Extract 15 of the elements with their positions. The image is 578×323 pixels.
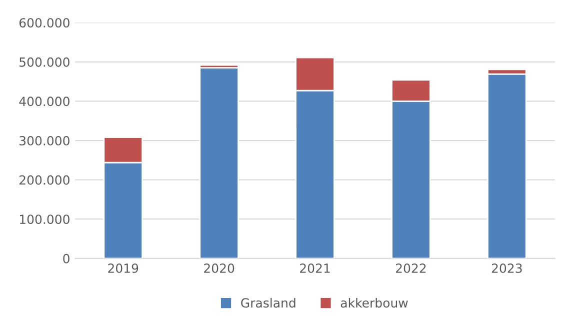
x-tick-label: 2022 xyxy=(396,263,426,273)
y-tick-label: 100.000 xyxy=(20,214,70,224)
y-tick-label: 300.000 xyxy=(20,136,70,146)
x-tick-label: 2020 xyxy=(204,263,234,273)
y-tick-label: 0 xyxy=(63,254,70,264)
legend-label: akkerbouw xyxy=(340,298,408,308)
y-tick-label: 200.000 xyxy=(20,175,70,185)
x-tick-label: 2019 xyxy=(108,263,138,273)
y-tick-label: 500.000 xyxy=(20,57,70,67)
x-tick-label: 2023 xyxy=(492,263,522,273)
y-tick-label: 600.000 xyxy=(19,18,70,28)
y-tick-label: 400.000 xyxy=(19,96,70,106)
x-tick-label: 2021 xyxy=(300,263,330,273)
legend-label: Grasland xyxy=(241,298,296,308)
bar xyxy=(199,67,239,258)
